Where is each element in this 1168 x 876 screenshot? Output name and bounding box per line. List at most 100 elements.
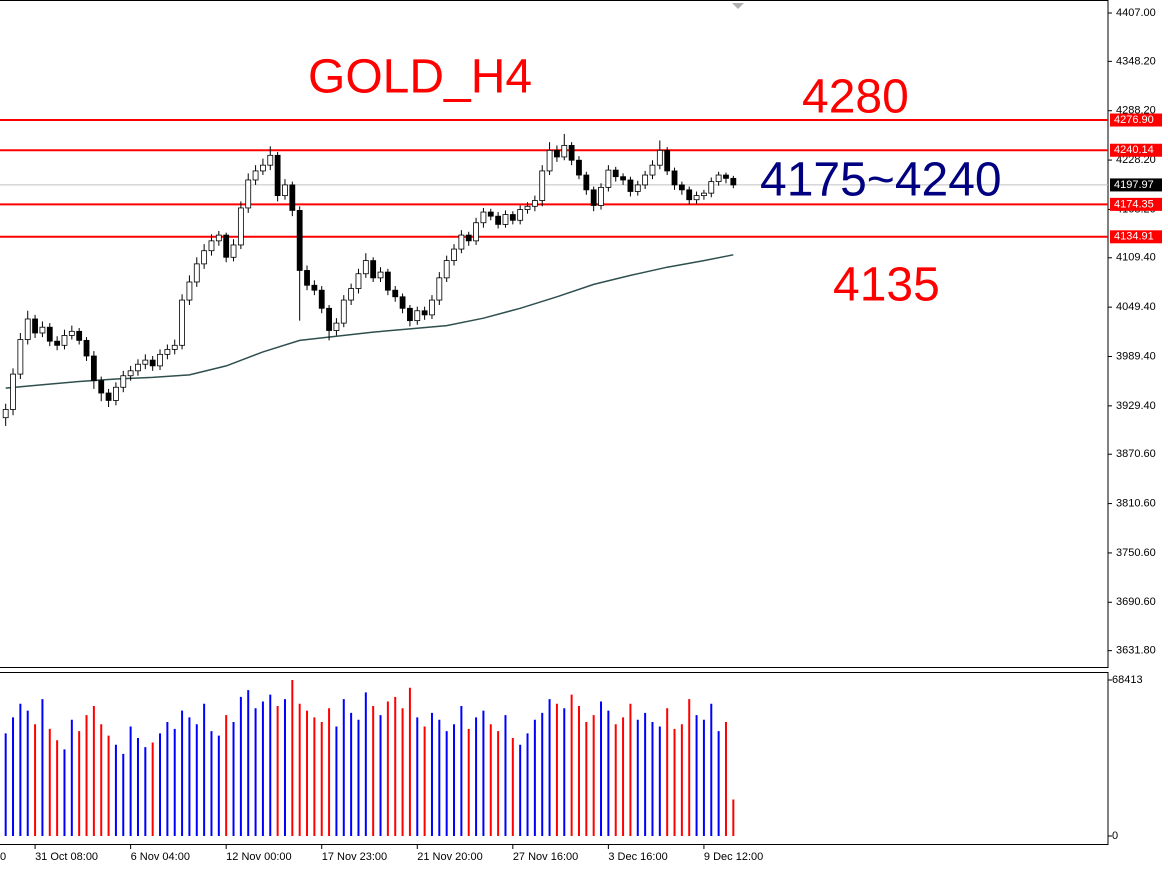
x-tick-label: 0 bbox=[0, 851, 6, 863]
candle-body bbox=[17, 339, 24, 375]
candle-body bbox=[407, 307, 413, 322]
candle-body bbox=[157, 353, 163, 367]
candle-body bbox=[421, 310, 428, 316]
candle-body bbox=[46, 326, 53, 342]
candle-body bbox=[436, 277, 443, 301]
candle-body bbox=[237, 207, 244, 246]
x-tick-label: 27 Nov 16:00 bbox=[513, 851, 578, 863]
candle-body bbox=[76, 330, 83, 341]
annotation: 4175~4240 bbox=[760, 154, 1002, 207]
y-tick-label: 4228.20 bbox=[1116, 154, 1156, 166]
candle-body bbox=[370, 260, 377, 279]
shift-marker bbox=[732, 3, 744, 9]
candle-body bbox=[465, 234, 472, 242]
level-label: 4174.35 bbox=[1114, 198, 1154, 210]
candle-body bbox=[274, 154, 281, 197]
candle-body bbox=[318, 289, 325, 309]
candle-body bbox=[715, 174, 722, 183]
candle-body bbox=[223, 234, 230, 258]
candle-body bbox=[458, 234, 465, 250]
candle-body bbox=[620, 176, 626, 181]
candle-body bbox=[686, 189, 693, 201]
candle-body bbox=[83, 339, 90, 357]
candle-body bbox=[473, 222, 479, 242]
candle-body bbox=[296, 210, 303, 271]
candle-body bbox=[723, 174, 729, 179]
candle-body bbox=[68, 330, 75, 336]
level-label: 4134.91 bbox=[1114, 231, 1154, 243]
candle-body bbox=[135, 363, 141, 372]
candle-body bbox=[24, 318, 31, 340]
candle-body bbox=[61, 335, 68, 346]
candle-body bbox=[193, 263, 200, 283]
y-tick-label: 3929.40 bbox=[1116, 400, 1156, 412]
candle-body bbox=[605, 169, 612, 188]
candle-body bbox=[693, 195, 700, 201]
y-tick-label: 3750.60 bbox=[1116, 547, 1156, 559]
candle-body bbox=[245, 179, 252, 209]
candle-body bbox=[39, 326, 46, 334]
candle-body bbox=[531, 200, 538, 207]
candle-body bbox=[414, 310, 421, 322]
candle-body bbox=[480, 211, 487, 224]
candle-body bbox=[524, 205, 531, 210]
candle-body bbox=[634, 184, 641, 192]
y-tick-label: 4109.40 bbox=[1116, 252, 1156, 264]
candle-body bbox=[32, 318, 38, 334]
candle-body bbox=[10, 373, 16, 410]
candle-body bbox=[201, 250, 208, 265]
candle-body bbox=[260, 164, 266, 172]
candle-body bbox=[678, 184, 685, 191]
candle-body bbox=[671, 170, 678, 186]
volume-tick-label: 0 bbox=[1112, 830, 1118, 842]
x-tick-label: 12 Nov 00:00 bbox=[226, 851, 291, 863]
x-tick-label: 6 Nov 04:00 bbox=[131, 851, 190, 863]
candle-body bbox=[509, 214, 516, 221]
moving-average bbox=[5, 254, 734, 389]
level-label: 4240.14 bbox=[1114, 144, 1154, 156]
current-price-label: 4197.97 bbox=[1114, 179, 1154, 191]
candle-body bbox=[208, 240, 215, 252]
candle-body bbox=[561, 145, 568, 158]
candle-body bbox=[649, 164, 656, 176]
candle-body bbox=[333, 322, 340, 331]
candle-body bbox=[340, 299, 347, 324]
candle-body bbox=[429, 299, 435, 316]
y-tick-label: 4407.00 bbox=[1116, 7, 1156, 19]
candle-body bbox=[399, 296, 406, 309]
candle-body bbox=[576, 159, 582, 176]
y-tick-label: 4049.40 bbox=[1116, 301, 1156, 313]
candle-body bbox=[384, 271, 391, 291]
candle-body bbox=[105, 392, 112, 401]
level-label: 4276.90 bbox=[1114, 114, 1154, 126]
candle-body bbox=[54, 340, 61, 346]
candle-body bbox=[127, 370, 134, 377]
candle-body bbox=[179, 299, 185, 346]
x-tick-label: 17 Nov 23:00 bbox=[322, 851, 387, 863]
x-tick-label: 31 Oct 08:00 bbox=[35, 851, 98, 863]
level-badge bbox=[1110, 230, 1162, 244]
marks bbox=[0, 119, 1108, 836]
candle-body bbox=[120, 375, 127, 388]
candle-body bbox=[267, 154, 274, 166]
y-tick-label: 4348.20 bbox=[1116, 55, 1156, 67]
y-tick-label: 3690.60 bbox=[1116, 596, 1156, 608]
candle-body bbox=[289, 184, 296, 211]
candle-body bbox=[149, 359, 156, 367]
candle-body bbox=[326, 307, 332, 331]
candle-body bbox=[598, 186, 604, 206]
y-tick-label: 3810.60 bbox=[1116, 497, 1156, 509]
candle-body bbox=[495, 215, 502, 225]
candle-body bbox=[546, 149, 553, 172]
candle-body bbox=[451, 248, 457, 261]
candle-body bbox=[656, 149, 663, 166]
candle-body bbox=[90, 355, 97, 382]
y-tick-label: 3989.40 bbox=[1116, 350, 1156, 362]
x-tick-label: 3 Dec 16:00 bbox=[608, 851, 667, 863]
candle-body bbox=[612, 169, 619, 178]
candle-body bbox=[362, 260, 369, 275]
annotation: 4280 bbox=[802, 71, 909, 124]
candle-body bbox=[392, 289, 399, 298]
